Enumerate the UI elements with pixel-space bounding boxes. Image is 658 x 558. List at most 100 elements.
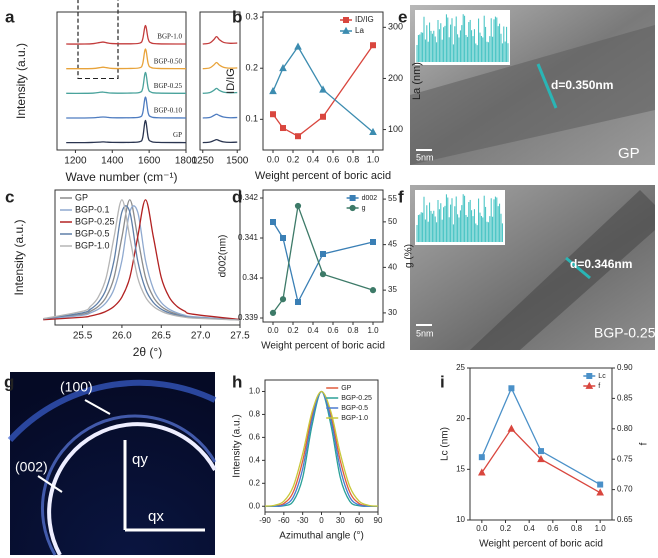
d-spacing: d=0.346nm bbox=[570, 257, 632, 271]
x-tick-label: 0.8 bbox=[347, 154, 360, 164]
y-axis-label: Intensity (a.u.) bbox=[14, 43, 28, 119]
marker bbox=[280, 235, 286, 241]
y2-tick-label: 0.65 bbox=[617, 515, 633, 524]
y2-tick-label: 300 bbox=[388, 22, 403, 32]
x-tick-label: 1250 bbox=[192, 156, 215, 167]
series-line bbox=[66, 24, 187, 45]
y2-tick-label: 200 bbox=[388, 73, 403, 83]
x-axis-label: Weight percent of boric acid bbox=[479, 539, 603, 550]
y-tick-label: 0.4 bbox=[249, 455, 261, 464]
series-line bbox=[481, 427, 601, 494]
series-line bbox=[202, 61, 238, 70]
x-axis-label: Weight percent of boric acid bbox=[261, 341, 385, 352]
x-tick-label: 0.2 bbox=[500, 524, 512, 533]
d-spacing: d=0.350nm bbox=[551, 78, 613, 92]
legend-marker bbox=[342, 26, 350, 34]
ring-label: (002) bbox=[15, 459, 48, 475]
y2-tick-label: 50 bbox=[388, 217, 397, 226]
marker bbox=[295, 299, 301, 305]
legend-marker bbox=[349, 195, 356, 201]
x-tick-label: 90 bbox=[374, 516, 383, 525]
marker bbox=[320, 113, 326, 120]
marker bbox=[295, 133, 301, 140]
y2-tick-label: 0.70 bbox=[617, 485, 633, 494]
y-tick-label: 10 bbox=[456, 515, 465, 524]
marker bbox=[537, 454, 545, 463]
y-tick-label: 20 bbox=[456, 414, 465, 423]
legend-label: BGP-0.25 bbox=[75, 216, 115, 226]
series-line bbox=[66, 96, 187, 119]
series-label: BGP-0.25 bbox=[154, 82, 183, 90]
y-axis-label: d002(nm) bbox=[218, 235, 229, 278]
y-tick-label: 0.2 bbox=[249, 478, 261, 487]
legend-marker bbox=[586, 373, 593, 379]
x-tick-label: 25.5 bbox=[73, 331, 93, 342]
x-tick-label: 0.2 bbox=[287, 326, 299, 335]
x-tick-label: -60 bbox=[278, 516, 290, 525]
marker bbox=[370, 42, 376, 49]
legend-label: d002 bbox=[362, 195, 378, 202]
marker bbox=[369, 127, 377, 136]
x-tick-label: 1600 bbox=[138, 156, 161, 167]
y2-tick-label: 35 bbox=[388, 285, 397, 294]
plot-frame bbox=[262, 11, 384, 151]
x-tick-label: 1.0 bbox=[367, 326, 379, 335]
saxs-pattern bbox=[7, 372, 217, 556]
y-axis-label: Intensity (a.u.) bbox=[12, 219, 26, 295]
x-tick-label: -30 bbox=[297, 516, 309, 525]
y2-tick-label: 45 bbox=[388, 240, 397, 249]
tem-image-f bbox=[410, 185, 655, 350]
marker bbox=[270, 219, 276, 225]
x-axis-label: Azimuthal angle (°) bbox=[279, 531, 364, 542]
marker bbox=[369, 287, 377, 294]
plot-frame bbox=[56, 11, 187, 151]
x-axis-label: Weight percent of boric acid bbox=[255, 170, 391, 182]
x-axis-label: Wave number (cm⁻¹) bbox=[66, 170, 178, 184]
legend-label: Lc bbox=[598, 373, 606, 380]
marker bbox=[370, 239, 376, 245]
marker bbox=[597, 481, 604, 488]
marker bbox=[269, 309, 277, 316]
series-line bbox=[43, 199, 241, 321]
legend-marker bbox=[343, 17, 349, 23]
panel-letter: g bbox=[4, 372, 14, 391]
x-tick-label: 1500 bbox=[226, 156, 249, 167]
x-tick-label: 27.5 bbox=[230, 331, 250, 342]
y2-tick-label: 100 bbox=[388, 124, 403, 134]
y-axis-label: Intensity (a.u.) bbox=[232, 414, 243, 477]
x-tick-label: 0.6 bbox=[547, 524, 559, 533]
marker bbox=[280, 125, 286, 132]
y2-axis-label: La (nm) bbox=[411, 62, 423, 100]
highlight-box bbox=[77, 0, 119, 80]
y2-tick-label: 0.85 bbox=[617, 394, 633, 403]
x-tick-label: 0.4 bbox=[524, 524, 536, 533]
y-tick-label: 0.8 bbox=[249, 410, 261, 419]
y2-tick-label: 40 bbox=[388, 262, 397, 271]
plot-frame bbox=[199, 11, 241, 151]
x-tick-label: -90 bbox=[259, 516, 271, 525]
marker bbox=[269, 86, 277, 95]
y2-tick-label: 0.75 bbox=[617, 454, 633, 463]
panel-letter: i bbox=[440, 372, 445, 391]
panel-letter: e bbox=[398, 7, 407, 26]
marker bbox=[294, 42, 302, 50]
ring-label: (100) bbox=[60, 379, 93, 395]
x-tick-label: 0.4 bbox=[307, 326, 319, 335]
x-axis-label: 2θ (°) bbox=[133, 345, 162, 359]
series-line bbox=[43, 199, 241, 321]
y2-axis-label: g (%) bbox=[404, 244, 415, 268]
x-tick-label: 1.0 bbox=[595, 524, 607, 533]
panel-letter: a bbox=[5, 7, 15, 26]
x-tick-label: 1800 bbox=[175, 156, 198, 167]
x-tick-label: 27.0 bbox=[191, 331, 211, 342]
marker bbox=[294, 202, 302, 210]
x-tick-label: 26.0 bbox=[112, 331, 132, 342]
panel-letter: d bbox=[232, 187, 242, 206]
series-line bbox=[43, 205, 241, 321]
plot-frame bbox=[54, 189, 241, 326]
legend-marker bbox=[349, 204, 356, 212]
y2-axis-label: f bbox=[639, 442, 650, 445]
y-tick-label: 15 bbox=[456, 464, 465, 473]
legend-label: BGP-0.25 bbox=[341, 395, 372, 402]
scale-label: 5nm bbox=[416, 328, 434, 338]
